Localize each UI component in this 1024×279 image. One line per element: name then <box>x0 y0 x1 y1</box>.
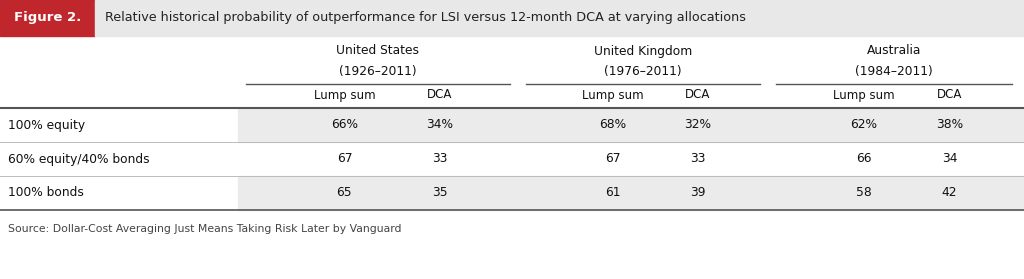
Text: 42: 42 <box>942 186 957 199</box>
Text: 100% equity: 100% equity <box>8 119 85 131</box>
Bar <box>238 176 1024 210</box>
Text: (1976–2011): (1976–2011) <box>604 66 682 78</box>
Text: Lump sum: Lump sum <box>833 88 895 102</box>
Bar <box>95 0 1024 36</box>
Text: 34%: 34% <box>426 119 453 131</box>
Text: 100% bonds: 100% bonds <box>8 186 84 199</box>
Text: 39: 39 <box>690 186 706 199</box>
Text: DCA: DCA <box>937 88 963 102</box>
Text: Figure 2.: Figure 2. <box>14 11 81 25</box>
Text: 32%: 32% <box>684 119 712 131</box>
Text: 38%: 38% <box>936 119 963 131</box>
Text: (1926–2011): (1926–2011) <box>339 66 417 78</box>
Text: 33: 33 <box>690 153 706 165</box>
Text: DCA: DCA <box>685 88 711 102</box>
Text: 68%: 68% <box>599 119 627 131</box>
Text: 67: 67 <box>337 153 352 165</box>
Text: 60% equity/40% bonds: 60% equity/40% bonds <box>8 153 150 165</box>
Text: (1984–2011): (1984–2011) <box>855 66 933 78</box>
Text: 62%: 62% <box>850 119 878 131</box>
Text: 58: 58 <box>856 186 871 199</box>
Text: 66: 66 <box>856 153 871 165</box>
Text: Lump sum: Lump sum <box>583 88 644 102</box>
Text: 66%: 66% <box>331 119 358 131</box>
Text: United Kingdom: United Kingdom <box>594 44 692 57</box>
Text: United States: United States <box>337 44 420 57</box>
Text: 33: 33 <box>432 153 447 165</box>
Text: Relative historical probability of outperformance for LSI versus 12-month DCA at: Relative historical probability of outpe… <box>105 11 746 25</box>
Bar <box>0 0 95 36</box>
Bar <box>238 108 1024 142</box>
Text: Lump sum: Lump sum <box>313 88 375 102</box>
Text: 65: 65 <box>337 186 352 199</box>
Text: 67: 67 <box>605 153 621 165</box>
Text: 61: 61 <box>605 186 621 199</box>
Text: DCA: DCA <box>427 88 453 102</box>
Text: 35: 35 <box>432 186 447 199</box>
Text: Source: Dollar-Cost Averaging Just Means Taking Risk Later by Vanguard: Source: Dollar-Cost Averaging Just Means… <box>8 224 401 234</box>
Text: Australia: Australia <box>866 44 922 57</box>
Text: 34: 34 <box>942 153 957 165</box>
